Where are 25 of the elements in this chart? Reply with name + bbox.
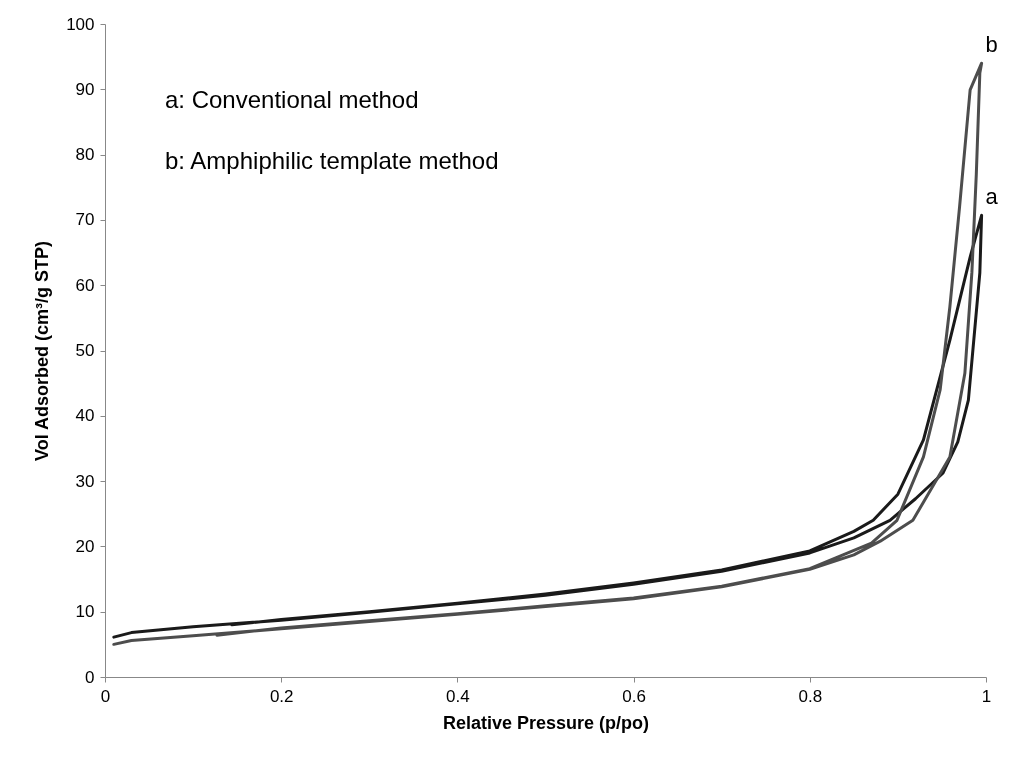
y-tick-label: 90 <box>75 79 95 99</box>
y-axis-title: Vol Adsorbed (cm³/g STP) <box>32 240 53 462</box>
y-tick-label: 20 <box>75 536 95 556</box>
line-series <box>112 61 984 646</box>
line-series <box>112 213 984 639</box>
annotation: a: Conventional method <box>165 86 419 113</box>
y-tick-label: 0 <box>85 667 95 687</box>
x-tick-label: 0.4 <box>446 686 470 706</box>
y-tick-label: 30 <box>75 471 95 491</box>
y-tick-label: 50 <box>75 341 95 360</box>
series-label: b <box>985 32 998 58</box>
x-axis-title: Relative Pressure (p/po) <box>442 712 650 733</box>
y-tick-label: 100 <box>66 14 95 34</box>
y-tick-label: 80 <box>75 145 95 165</box>
x-tick-label: 0.6 <box>622 686 646 706</box>
y-tick-label: 70 <box>75 210 95 230</box>
x-tick-label: 1 <box>981 686 992 706</box>
y-tick-label: 40 <box>75 406 95 426</box>
x-tick-label: 0.8 <box>798 686 823 706</box>
y-tick-label: 10 <box>75 602 95 622</box>
x-tick-label: 0 <box>100 686 111 706</box>
x-tick-label: 0.2 <box>269 686 294 706</box>
annotation: b: Amphiphilic template method <box>165 147 499 174</box>
y-tick-label: 60 <box>75 275 95 295</box>
series-label: a <box>985 184 999 210</box>
